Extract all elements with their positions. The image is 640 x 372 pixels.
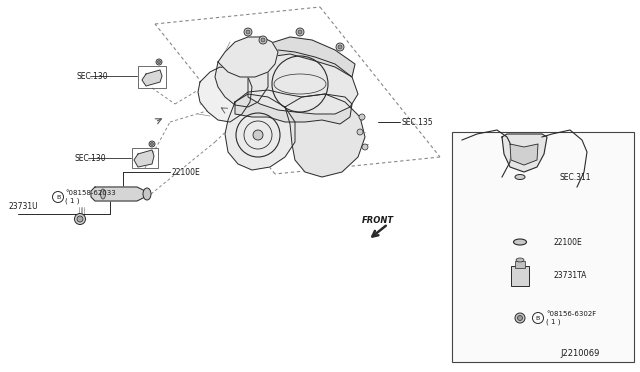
Circle shape [244, 28, 252, 36]
Circle shape [157, 61, 161, 64]
Text: 23731U: 23731U [8, 202, 38, 211]
Circle shape [74, 214, 86, 224]
Circle shape [336, 43, 344, 51]
Text: °08156-6302F
( 1 ): °08156-6302F ( 1 ) [546, 311, 596, 325]
Ellipse shape [100, 189, 106, 199]
Polygon shape [255, 37, 355, 77]
Text: B: B [536, 315, 540, 321]
Text: SEC.130: SEC.130 [76, 71, 108, 80]
Circle shape [253, 130, 263, 140]
Text: FRONT: FRONT [362, 215, 394, 224]
Polygon shape [198, 67, 252, 122]
Text: SEC.311: SEC.311 [560, 173, 591, 182]
Circle shape [296, 28, 304, 36]
Text: 22100E: 22100E [554, 237, 583, 247]
Ellipse shape [143, 188, 151, 200]
Ellipse shape [515, 174, 525, 180]
Polygon shape [225, 94, 295, 170]
Circle shape [357, 129, 363, 135]
Text: °08158-62033
( 1 ): °08158-62033 ( 1 ) [65, 190, 116, 204]
Circle shape [246, 30, 250, 34]
Polygon shape [215, 52, 268, 107]
Polygon shape [134, 150, 154, 167]
Polygon shape [285, 94, 365, 177]
Circle shape [338, 45, 342, 49]
Polygon shape [248, 50, 358, 114]
Circle shape [362, 144, 368, 150]
Text: 22100E: 22100E [172, 167, 201, 176]
Circle shape [156, 59, 162, 65]
Polygon shape [91, 187, 145, 201]
Text: J2210069: J2210069 [560, 350, 600, 359]
Circle shape [150, 142, 154, 145]
Circle shape [259, 36, 267, 44]
Circle shape [261, 38, 265, 42]
Circle shape [77, 216, 83, 222]
Bar [452, 132, 634, 362]
Bar [138, 66, 166, 88]
Text: SEC.135: SEC.135 [402, 118, 434, 126]
Polygon shape [142, 70, 162, 86]
Ellipse shape [516, 258, 524, 262]
Circle shape [149, 141, 155, 147]
Polygon shape [510, 144, 538, 165]
Bar [511, 266, 529, 286]
Bar [132, 148, 158, 168]
Polygon shape [235, 90, 352, 124]
Circle shape [515, 313, 525, 323]
Ellipse shape [513, 239, 527, 245]
Polygon shape [218, 37, 278, 77]
Polygon shape [502, 134, 547, 172]
Circle shape [298, 30, 302, 34]
Circle shape [359, 114, 365, 120]
Text: 23731TA: 23731TA [554, 272, 588, 280]
Text: B: B [56, 195, 60, 199]
Bar [515, 261, 525, 268]
Text: SEC.130: SEC.130 [74, 154, 106, 163]
Circle shape [518, 315, 522, 321]
